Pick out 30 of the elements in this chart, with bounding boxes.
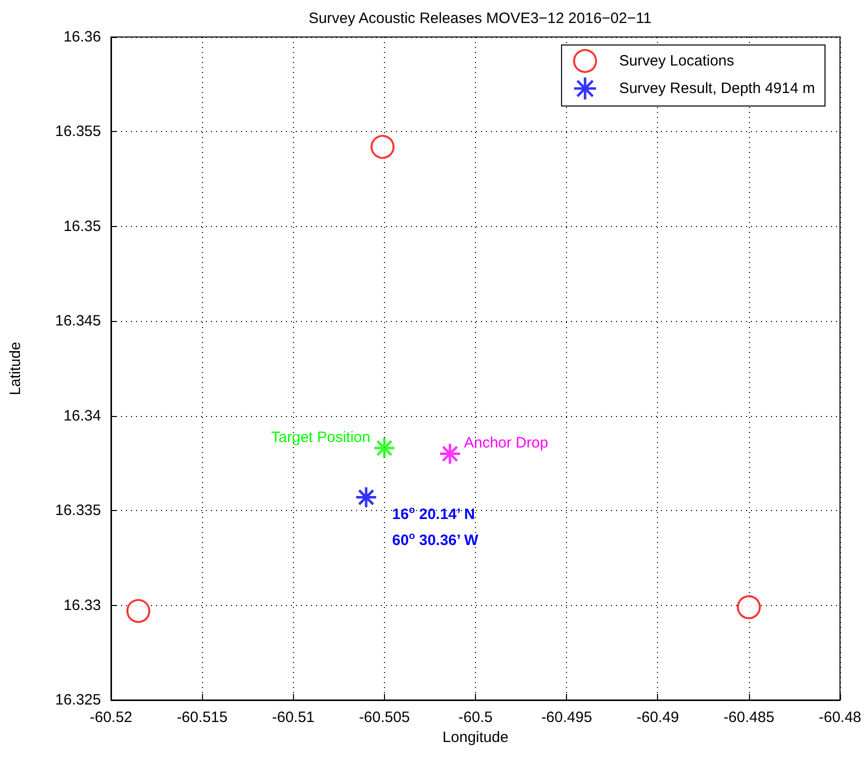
y-tick-label: 16.345 — [55, 312, 101, 330]
legend-label: Survey Result, Depth 4914 m — [619, 80, 816, 97]
y-tick-label: 16.325 — [55, 692, 101, 708]
legend-label: Survey Locations — [619, 52, 734, 70]
x-axis-title: Longitude — [442, 729, 508, 746]
chart-title: Survey Acoustic Releases MOVE3−12 2016−02−11 — [308, 10, 652, 27]
x-tick-label: -60.515 — [176, 709, 228, 726]
point — [370, 134, 395, 159]
y-tick-label: 16.355 — [55, 123, 101, 140]
x-tick-label: -60.485 — [723, 709, 774, 726]
point — [736, 595, 761, 620]
y-tick-label: 16.34 — [63, 407, 101, 424]
x-tick-label: -60.505 — [358, 709, 410, 726]
y-tick-label: 16.33 — [63, 596, 101, 614]
x-tick-label: -60.5 — [458, 709, 493, 726]
x-tick-label: -60.495 — [541, 709, 592, 726]
x-tick-label: -60.49 — [636, 709, 680, 726]
y-axis-title: Latitude — [7, 342, 24, 396]
annotation: Target Position — [271, 429, 370, 446]
point — [126, 598, 150, 623]
x-tick-label: -60.52 — [90, 709, 132, 726]
y-tick-label: 16.36 — [63, 28, 101, 46]
annotation: Anchor Drop — [464, 434, 548, 452]
point — [354, 486, 378, 509]
x-tick-label: -60.48 — [818, 709, 862, 726]
point — [373, 436, 396, 460]
x-tick-label: -60.51 — [272, 709, 315, 726]
point — [438, 442, 462, 465]
y-tick-label: 16.335 — [55, 502, 101, 520]
y-tick-label: 16.35 — [63, 218, 101, 235]
